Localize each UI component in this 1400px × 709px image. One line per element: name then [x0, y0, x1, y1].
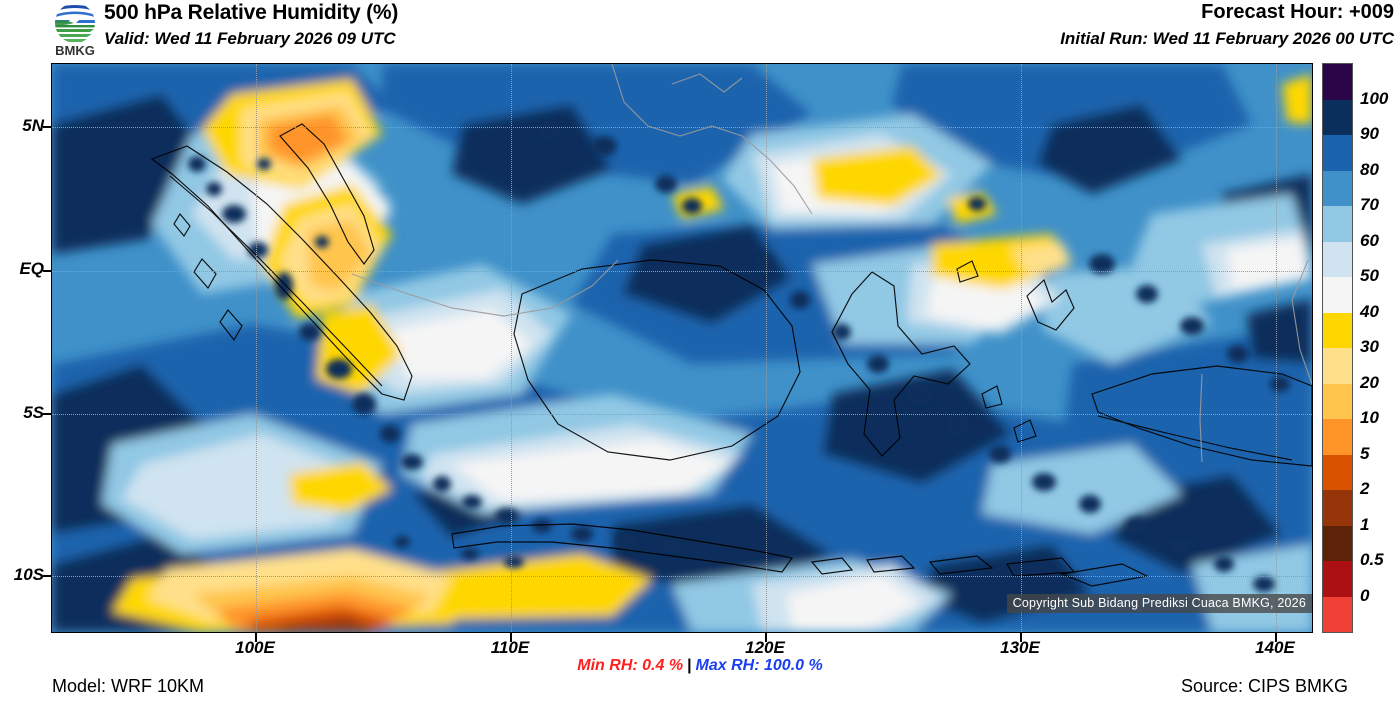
colorbar-band-100+	[1323, 64, 1352, 100]
max-rh-value: Max RH: 100.0 %	[695, 657, 823, 674]
colorbar-tick-90: 90	[1360, 124, 1379, 143]
copyright-watermark: Copyright Sub Bidang Prediksi Cuaca BMKG…	[1006, 594, 1312, 613]
lon-label-120e: 120E	[745, 638, 785, 657]
colorbar-band-1-2	[1323, 490, 1352, 526]
colorbar-band-20-30	[1323, 348, 1352, 384]
lon-tick-120e	[765, 633, 767, 642]
lon-tick-130e	[1020, 633, 1022, 642]
colorbar-band-0-0.5	[1323, 561, 1352, 597]
colorbar-tick-100: 100	[1360, 88, 1389, 108]
lon-label-130e: 130E	[1000, 638, 1040, 657]
lat-label-5n: 5N	[22, 116, 44, 135]
lon-tick-110e	[510, 633, 512, 642]
colorbar-band-40-50	[1323, 277, 1352, 313]
colorbar-tick-60: 60	[1360, 230, 1379, 250]
colorbar-band-60-70	[1323, 206, 1352, 242]
colorbar-tick-50: 50	[1360, 266, 1379, 285]
colorbar-tick-80: 80	[1360, 159, 1379, 179]
colorbar-band-<0	[1323, 596, 1352, 632]
colorbar-tick-20: 20	[1360, 372, 1379, 392]
colorbar-band-0.5-1	[1323, 525, 1352, 561]
forecast-hour-label: Forecast Hour: +009	[1201, 1, 1394, 23]
lon-label-110e: 110E	[490, 638, 530, 657]
colorbar-tick-0.5: 0.5	[1360, 550, 1384, 569]
lat-label-10s: 10S	[13, 565, 44, 584]
minmax-separator: |	[687, 657, 692, 674]
model-label: Model: WRF 10KM	[52, 676, 205, 696]
source-label: Source: CIPS BMKG	[1180, 676, 1348, 696]
colorbar-tick-40: 40	[1360, 301, 1379, 321]
colorbar-tick-0: 0	[1360, 585, 1370, 605]
colorbar-band-30-40	[1323, 312, 1352, 348]
colorbar-tick-5: 5	[1360, 443, 1370, 463]
valid-time-label: Valid: Wed 11 February 2026 09 UTC	[104, 29, 396, 48]
minmax-rh-readout: Min RH: 0.4 % | Max RH: 100.0 %	[577, 657, 822, 675]
bmkg-logo-icon: BMKG	[46, 2, 104, 58]
colorbar-band-90-100	[1323, 99, 1352, 135]
lon-tick-140e	[1275, 633, 1277, 642]
colorbar-band-2-5	[1323, 454, 1352, 490]
colorbar-tick-70: 70	[1360, 195, 1379, 214]
colorbar-tick-2: 2	[1360, 479, 1370, 498]
colorbar-band-10-20	[1323, 383, 1352, 419]
svg-text:BMKG: BMKG	[55, 43, 95, 58]
initial-run-label: Initial Run: Wed 11 February 2026 00 UTC	[1060, 29, 1394, 48]
colorbar-band-5-10	[1323, 419, 1352, 455]
humidity-colorbar	[1322, 63, 1353, 633]
colorbar-tick-10: 10	[1360, 408, 1379, 427]
lat-tick-eq	[43, 270, 52, 272]
page-title: 500 hPa Relative Humidity (%)	[104, 1, 399, 24]
lat-label-eq: EQ	[19, 259, 44, 278]
colorbar-band-50-60	[1323, 241, 1352, 277]
min-rh-value: Min RH: 0.4 %	[577, 657, 684, 674]
lon-tick-100e	[255, 633, 257, 642]
lat-tick-5s	[43, 413, 52, 415]
lat-label-5s: 5S	[23, 403, 44, 422]
colorbar-tick-1: 1	[1360, 514, 1370, 534]
colorbar-tick-labels: 100 90 80 70 60 50 40 30 20 10 5 2 1 0.5 0	[1360, 63, 1400, 633]
colorbar-band-80-90	[1323, 135, 1352, 171]
lon-label-100e: 100E	[235, 638, 275, 657]
colorbar-band-70-80	[1323, 170, 1352, 206]
lat-tick-10s	[43, 575, 52, 577]
lat-tick-5n	[43, 126, 52, 128]
lon-label-140e: 140E	[1255, 638, 1295, 657]
map-panel[interactable]: Copyright Sub Bidang Prediksi Cuaca BMKG…	[51, 63, 1313, 633]
colorbar-tick-30: 30	[1360, 337, 1379, 356]
humidity-contour-field	[52, 64, 1312, 632]
